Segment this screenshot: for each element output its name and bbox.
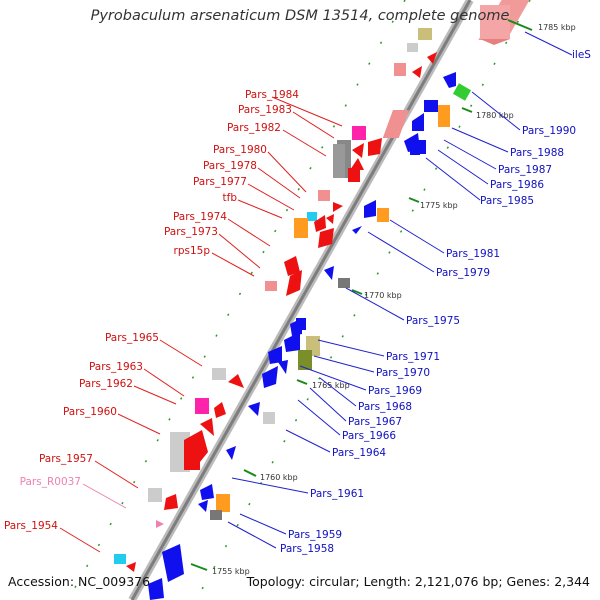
gene-Pars_1979 [352, 226, 362, 234]
label-Pars_1978: Pars_1978 [203, 160, 257, 172]
label-ileS: ileS [572, 49, 591, 61]
tick-1775: 1775 kbp [420, 201, 458, 210]
gene-Pars_1975 [324, 266, 334, 280]
gene-Pars_R0037 [156, 520, 164, 528]
label-Pars_1982: Pars_1982 [227, 122, 281, 134]
label-Pars_R0037: Pars_R0037 [20, 476, 81, 488]
label-Pars_1958: Pars_1958 [280, 543, 334, 555]
gene-Pars_1963-block [195, 398, 226, 418]
gene-small-blue-460 [226, 446, 236, 460]
gene-Pars_1984 [333, 126, 382, 182]
gene-red-top [412, 66, 422, 78]
gene-Pars_1981 [364, 200, 376, 218]
gene-Pars_1957-block [148, 488, 178, 510]
label-Pars_1984: Pars_1984 [245, 89, 299, 101]
label-Pars_1954: Pars_1954 [4, 520, 58, 532]
gene-Pars_1990 [443, 72, 456, 88]
label-rps15p: rps15p [174, 245, 211, 257]
kbp-ticks [190, 19, 533, 571]
tick-1780: 1780 kbp [476, 111, 514, 120]
genome-backbone [128, 0, 474, 600]
label-tfb: tfb [223, 192, 238, 204]
tick-1755: 1755 kbp [212, 567, 250, 576]
label-Pars_1960: Pars_1960 [63, 406, 117, 418]
gene-grey-1964 [263, 412, 275, 424]
gene-Pars_1958-block [148, 544, 184, 600]
left-labels: Pars_1984 Pars_1983 Pars_1982 Pars_1980 … [4, 89, 299, 532]
label-Pars_1968: Pars_1968 [358, 401, 412, 413]
gene-red-top-2 [427, 52, 437, 64]
gene-Pars_1971-block [262, 318, 320, 388]
gene-grey-1975 [338, 278, 350, 288]
gene-Pars_1954-block [114, 554, 136, 572]
label-Pars_1987: Pars_1987 [498, 164, 552, 176]
label-Pars_1970: Pars_1970 [376, 367, 430, 379]
label-Pars_1957: Pars_1957 [39, 453, 93, 465]
tick-1760: 1760 kbp [260, 473, 298, 482]
label-Pars_1965: Pars_1965 [105, 332, 159, 344]
label-Pars_1959: Pars_1959 [288, 529, 342, 541]
label-Pars_1981: Pars_1981 [446, 248, 500, 260]
tick-1785: 1785 kbp [538, 23, 576, 32]
gene-grey-top [407, 43, 418, 52]
tick-1770: 1770 kbp [364, 291, 402, 300]
left-leader-lines [59, 96, 343, 553]
right-labels: ileS Pars_1990 Pars_1988 Pars_1987 Pars_… [280, 49, 591, 555]
label-Pars_1963: Pars_1963 [89, 361, 143, 373]
accession-text: Accession: NC_009376 [8, 574, 151, 589]
tick-1765: 1765 kbp [312, 381, 350, 390]
gene-olive-top [418, 28, 432, 40]
gene-rps15p-block [265, 256, 302, 296]
label-Pars_1966: Pars_1966 [342, 430, 396, 442]
label-Pars_1983: Pars_1983 [238, 104, 292, 116]
gene-features [114, 0, 530, 600]
gene-orange-1981 [377, 208, 389, 222]
gene-Pars_1964 [248, 402, 260, 416]
gene-tfb-block [294, 212, 334, 248]
label-Pars_1962: Pars_1962 [79, 378, 133, 390]
gene-Pars_1988 [382, 100, 450, 155]
label-Pars_1971: Pars_1971 [386, 351, 440, 363]
gene-pink-top [394, 63, 406, 76]
label-Pars_1986: Pars_1986 [490, 179, 544, 191]
label-Pars_1969: Pars_1969 [368, 385, 422, 397]
label-Pars_1977: Pars_1977 [193, 176, 247, 188]
topology-text: Topology: circular; Length: 2,121,076 bp… [246, 574, 590, 589]
label-Pars_1964: Pars_1964 [332, 447, 386, 459]
gene-ileS [478, 0, 530, 45]
gene-Pars_1961-block [198, 484, 230, 520]
label-Pars_1974: Pars_1974 [173, 211, 227, 223]
page-title: Pyrobaculum arsenaticum DSM 13514, compl… [90, 8, 510, 24]
label-Pars_1988: Pars_1988 [510, 147, 564, 159]
label-Pars_1985: Pars_1985 [480, 195, 534, 207]
label-Pars_1973: Pars_1973 [164, 226, 218, 238]
label-Pars_1990: Pars_1990 [522, 125, 576, 137]
label-Pars_1967: Pars_1967 [348, 416, 402, 428]
gene-Pars_1965-block [212, 368, 244, 388]
label-Pars_1961: Pars_1961 [310, 488, 364, 500]
gene-Pars_1978 [333, 202, 343, 212]
gene-green [452, 83, 472, 101]
label-Pars_1980: Pars_1980 [213, 144, 267, 156]
label-Pars_1979: Pars_1979 [436, 267, 490, 279]
gene-Pars_1980 [318, 190, 330, 201]
label-Pars_1975: Pars_1975 [406, 315, 460, 327]
right-leader-lines [227, 31, 573, 549]
gene-Pars_1960-block [170, 418, 214, 472]
